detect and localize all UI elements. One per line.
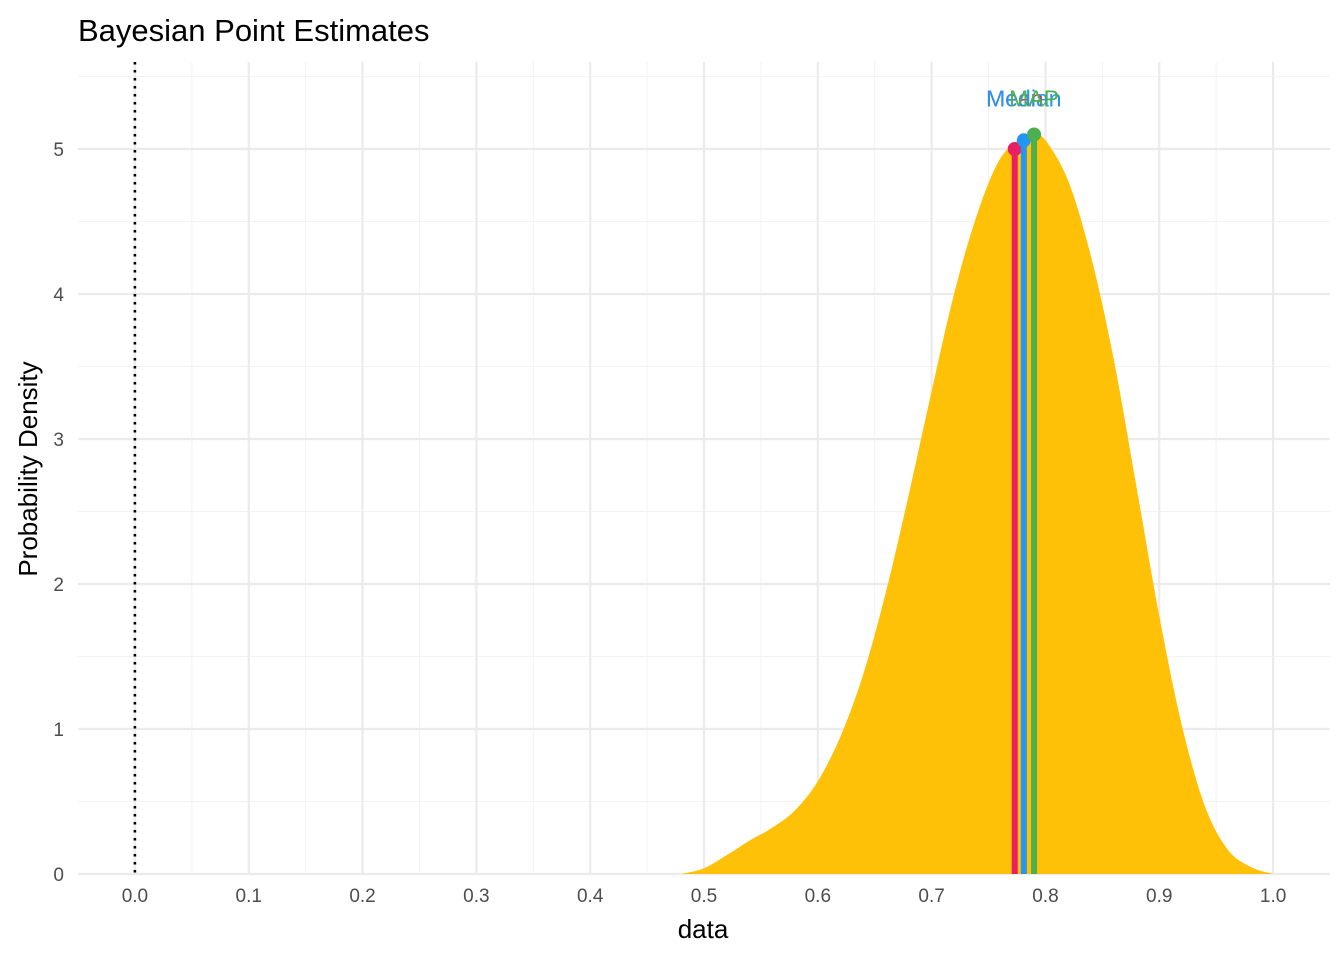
y-tick-label: 0: [53, 865, 64, 886]
x-tick-label: 0.2: [349, 886, 375, 907]
estimate-point-map: [1027, 127, 1042, 142]
y-tick-label: 2: [53, 575, 64, 596]
estimate-label-mean: Mean: [986, 85, 1044, 111]
x-tick-label: 0.7: [918, 886, 944, 907]
y-axis-ticks: 0 1 2 3 4 5: [53, 140, 64, 886]
x-tick-label: 0.8: [1032, 886, 1058, 907]
y-tick-label: 1: [53, 720, 64, 741]
x-tick-label: 0.5: [691, 886, 717, 907]
x-axis-title: data: [678, 914, 729, 944]
chart-title: Bayesian Point Estimates: [78, 13, 430, 48]
estimate-label-median: Median: [986, 85, 1061, 111]
x-tick-label: 0.3: [463, 886, 489, 907]
x-tick-label: 0.1: [236, 886, 262, 907]
y-axis-title: Probability Density: [13, 361, 43, 576]
y-tick-label: 5: [53, 140, 64, 161]
density-area: [681, 134, 1274, 874]
x-tick-label: 0.9: [1146, 886, 1172, 907]
x-tick-label: 0.0: [122, 886, 148, 907]
x-axis-ticks: 0.0 0.1 0.2 0.3 0.4 0.5 0.6 0.7 0.8 0.9 1.0: [122, 886, 1287, 907]
estimate-label-map: MAP: [1009, 85, 1059, 111]
x-tick-label: 0.4: [577, 886, 604, 907]
x-tick-label: 1.0: [1260, 886, 1286, 907]
y-tick-label: 3: [53, 430, 64, 451]
x-tick-label: 0.6: [805, 886, 831, 907]
estimate-point-mean: [1007, 142, 1022, 156]
y-tick-label: 4: [53, 285, 64, 306]
density-curve: [681, 134, 1274, 874]
estimate-point-median: [1016, 133, 1031, 148]
